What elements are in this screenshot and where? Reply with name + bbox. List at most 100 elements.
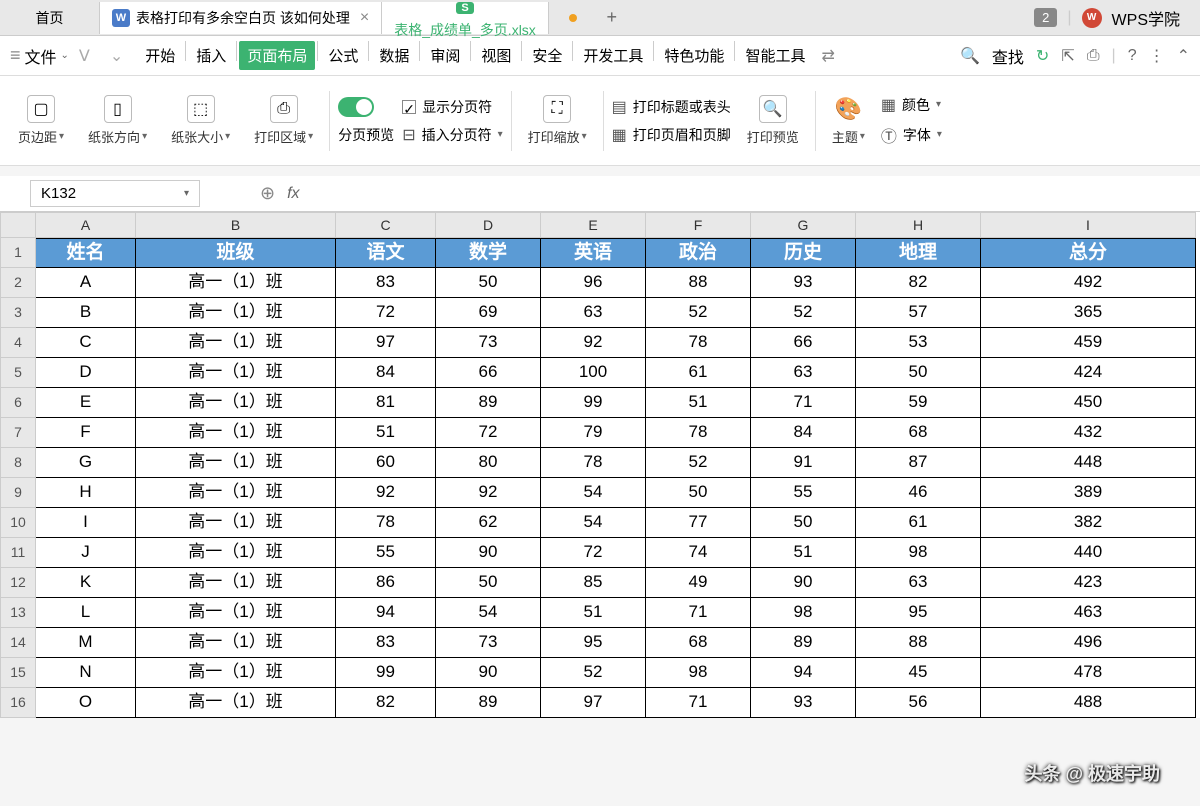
data-cell[interactable]: 52 <box>541 658 646 688</box>
sync-icon[interactable]: ↻ <box>1036 46 1049 66</box>
column-header-H[interactable]: H <box>856 212 981 238</box>
data-cell[interactable]: 69 <box>436 298 541 328</box>
theme-fonts[interactable]: Ⓣ 字体▾ <box>881 123 942 147</box>
data-cell[interactable]: 72 <box>436 418 541 448</box>
data-cell[interactable]: 450 <box>981 388 1196 418</box>
header-cell[interactable]: 政治 <box>646 238 751 268</box>
data-cell[interactable]: O <box>36 688 136 718</box>
data-cell[interactable]: 71 <box>751 388 856 418</box>
data-cell[interactable]: 82 <box>336 688 436 718</box>
data-cell[interactable]: 49 <box>646 568 751 598</box>
row-header[interactable]: 1 <box>0 238 36 268</box>
data-cell[interactable]: 382 <box>981 508 1196 538</box>
data-cell[interactable]: C <box>36 328 136 358</box>
data-cell[interactable]: 97 <box>541 688 646 718</box>
data-cell[interactable]: 98 <box>646 658 751 688</box>
menu-开始[interactable]: 开始 <box>137 41 183 70</box>
data-cell[interactable]: 66 <box>436 358 541 388</box>
header-cell[interactable]: 英语 <box>541 238 646 268</box>
data-cell[interactable]: N <box>36 658 136 688</box>
row-header[interactable]: 12 <box>0 568 36 598</box>
menu-特色功能[interactable]: 特色功能 <box>656 41 732 70</box>
row-header[interactable]: 2 <box>0 268 36 298</box>
data-cell[interactable]: 72 <box>336 298 436 328</box>
data-cell[interactable]: 55 <box>751 478 856 508</box>
data-cell[interactable]: 高一（1）班 <box>136 478 336 508</box>
data-cell[interactable]: 100 <box>541 358 646 388</box>
row-header[interactable]: 15 <box>0 658 36 688</box>
column-header-F[interactable]: F <box>646 212 751 238</box>
data-cell[interactable]: 90 <box>436 538 541 568</box>
data-cell[interactable]: 52 <box>646 448 751 478</box>
menu-数据[interactable]: 数据 <box>371 41 417 70</box>
data-cell[interactable]: 72 <box>541 538 646 568</box>
data-cell[interactable]: 99 <box>336 658 436 688</box>
ribbon-orientation[interactable]: ▯ 纸张方向▾ <box>80 95 155 146</box>
data-cell[interactable]: H <box>36 478 136 508</box>
data-cell[interactable]: 50 <box>751 508 856 538</box>
data-cell[interactable]: 71 <box>646 598 751 628</box>
data-cell[interactable]: 78 <box>336 508 436 538</box>
header-cell[interactable]: 数学 <box>436 238 541 268</box>
data-cell[interactable]: 87 <box>856 448 981 478</box>
theme-colors[interactable]: ▦ 颜色▾ <box>881 95 942 115</box>
data-cell[interactable]: 高一（1）班 <box>136 328 336 358</box>
dropdown-icon[interactable]: ▾ <box>184 188 189 199</box>
data-cell[interactable]: 62 <box>436 508 541 538</box>
data-cell[interactable]: 95 <box>856 598 981 628</box>
row-header[interactable]: 10 <box>0 508 36 538</box>
data-cell[interactable]: 45 <box>856 658 981 688</box>
data-cell[interactable]: 96 <box>541 268 646 298</box>
data-cell[interactable]: 63 <box>541 298 646 328</box>
export-icon[interactable]: ⎙ <box>1087 47 1100 65</box>
data-cell[interactable]: 84 <box>751 418 856 448</box>
data-cell[interactable]: 92 <box>436 478 541 508</box>
tab-document[interactable]: W 表格打印有多余空白页 该如何处理 × <box>100 2 382 34</box>
data-cell[interactable]: 90 <box>751 568 856 598</box>
data-cell[interactable]: 71 <box>646 688 751 718</box>
data-cell[interactable]: 93 <box>751 688 856 718</box>
data-cell[interactable]: 60 <box>336 448 436 478</box>
data-cell[interactable]: I <box>36 508 136 538</box>
select-all-corner[interactable] <box>0 212 36 238</box>
data-cell[interactable]: 74 <box>646 538 751 568</box>
data-cell[interactable]: 73 <box>436 628 541 658</box>
data-cell[interactable]: 56 <box>856 688 981 718</box>
column-header-D[interactable]: D <box>436 212 541 238</box>
row-header[interactable]: 11 <box>0 538 36 568</box>
page-break-preview[interactable] <box>338 97 394 117</box>
data-cell[interactable]: 68 <box>856 418 981 448</box>
data-cell[interactable]: 66 <box>751 328 856 358</box>
toggle-icon[interactable] <box>338 97 374 117</box>
data-cell[interactable]: 83 <box>336 268 436 298</box>
data-cell[interactable]: E <box>36 388 136 418</box>
share-icon[interactable]: ⇱ <box>1061 46 1074 66</box>
data-cell[interactable]: 高一（1）班 <box>136 298 336 328</box>
data-cell[interactable]: 81 <box>336 388 436 418</box>
data-cell[interactable]: 高一（1）班 <box>136 568 336 598</box>
menu-智能工具[interactable]: 智能工具 <box>737 41 813 70</box>
wps-academy-link[interactable]: WPS学院 <box>1112 6 1180 30</box>
data-cell[interactable]: 90 <box>436 658 541 688</box>
data-cell[interactable]: 89 <box>436 688 541 718</box>
row-header[interactable]: 7 <box>0 418 36 448</box>
data-cell[interactable]: 高一（1）班 <box>136 538 336 568</box>
row-header[interactable]: 16 <box>0 688 36 718</box>
data-cell[interactable]: 68 <box>646 628 751 658</box>
menu-公式[interactable]: 公式 <box>320 41 366 70</box>
data-cell[interactable]: 51 <box>751 538 856 568</box>
row-header[interactable]: 14 <box>0 628 36 658</box>
row-header[interactable]: 5 <box>0 358 36 388</box>
data-cell[interactable]: 365 <box>981 298 1196 328</box>
data-cell[interactable]: 54 <box>541 478 646 508</box>
data-cell[interactable]: 52 <box>751 298 856 328</box>
ribbon-print-preview[interactable]: 🔍 打印预览 <box>739 95 807 146</box>
data-cell[interactable]: 73 <box>436 328 541 358</box>
data-cell[interactable]: 高一（1）班 <box>136 418 336 448</box>
data-cell[interactable]: D <box>36 358 136 388</box>
data-cell[interactable]: A <box>36 268 136 298</box>
data-cell[interactable]: 高一（1）班 <box>136 508 336 538</box>
data-cell[interactable]: 50 <box>436 268 541 298</box>
data-cell[interactable]: 77 <box>646 508 751 538</box>
page-break-preview-label[interactable]: 分页预览 <box>338 125 394 145</box>
